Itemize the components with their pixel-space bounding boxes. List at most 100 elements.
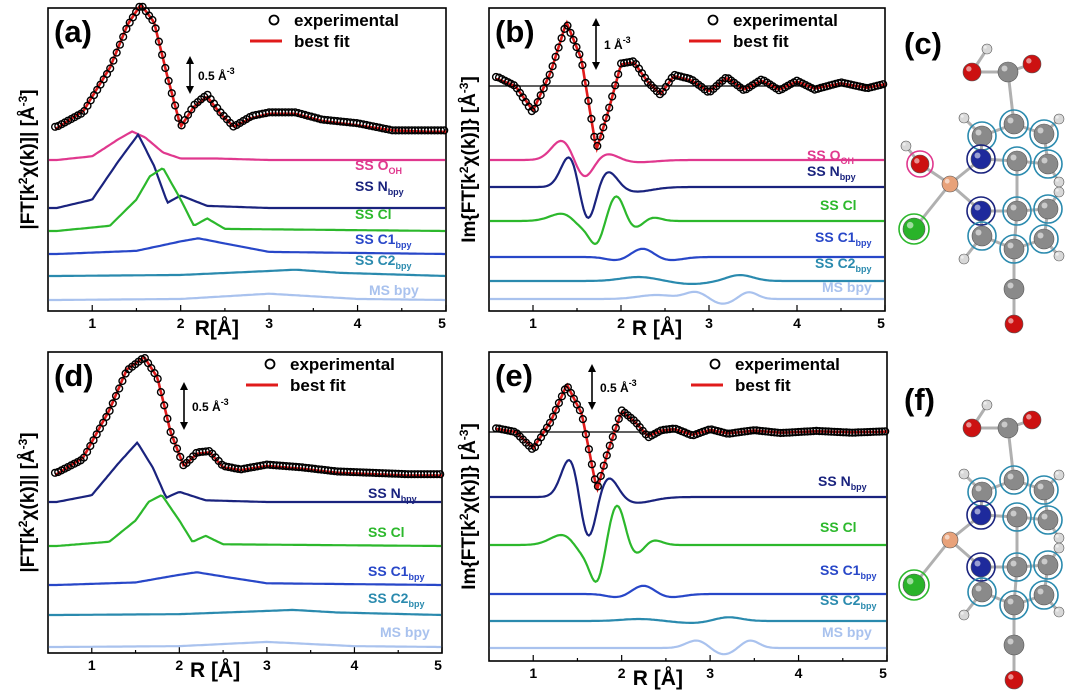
atom-highlight-ring xyxy=(966,144,996,174)
atom-highlight-ring xyxy=(999,465,1029,495)
component-label-ss_cl: SS Cl xyxy=(368,524,405,540)
data-point-experimental xyxy=(662,425,671,434)
data-point-experimental xyxy=(800,427,809,436)
data-point-experimental xyxy=(118,376,127,386)
data-point-experimental xyxy=(622,58,632,67)
data-point-experimental xyxy=(665,425,674,434)
x-axis-label: R [Å] xyxy=(632,316,682,340)
atom-c xyxy=(1003,469,1025,491)
atom-h xyxy=(958,112,970,124)
data-point-experimental xyxy=(581,78,590,88)
y-axis-label: |FT[k2χ(k)]| [Å-3] xyxy=(16,89,39,229)
data-point-experimental xyxy=(854,428,863,437)
atom-highlight-ring xyxy=(1033,149,1063,179)
molecule-panel-label: (c) xyxy=(904,26,942,61)
atom-shine xyxy=(1055,471,1059,475)
data-point-experimental xyxy=(108,399,117,408)
component-label-ss_c1bpy: SS C1bpy xyxy=(815,229,871,248)
atom-highlight-ring xyxy=(999,234,1029,264)
x-tick-label: 1 xyxy=(529,315,537,331)
data-point-experimental xyxy=(575,406,585,415)
series-ss_c1bpy xyxy=(489,584,887,599)
atom-shine xyxy=(1008,674,1014,680)
legend-experimental-label: experimental xyxy=(735,355,840,374)
legend-experimental-marker xyxy=(709,358,721,370)
atom-c xyxy=(1037,198,1059,220)
data-point-experimental xyxy=(861,83,870,92)
data-point-experimental xyxy=(593,141,602,151)
data-point-experimental xyxy=(545,418,555,427)
atom-c xyxy=(997,61,1019,83)
atom-shine xyxy=(1010,510,1017,517)
panel-label: (a) xyxy=(54,14,92,49)
atom-shine xyxy=(1041,157,1048,164)
component-label-ms_bpy: MS bpy xyxy=(822,624,872,640)
data-point-experimental xyxy=(833,427,842,437)
atom-highlight-ring xyxy=(1033,505,1063,535)
atom-shine xyxy=(983,401,987,405)
atom-highlight-ring xyxy=(1002,196,1032,226)
atom-c xyxy=(1006,506,1028,528)
atom-shine xyxy=(1037,483,1044,490)
scale-arrow-down xyxy=(588,402,596,410)
atom-c xyxy=(1037,153,1059,175)
data-point-experimental xyxy=(166,427,175,437)
x-tick-label: 4 xyxy=(354,315,362,331)
data-point-experimental xyxy=(752,426,761,435)
atom-shine xyxy=(914,158,920,164)
atom-c xyxy=(1006,200,1028,222)
data-point-experimental xyxy=(785,428,794,437)
data-point-experimental xyxy=(743,427,752,436)
data-point-experimental xyxy=(563,21,572,30)
data-point-experimental xyxy=(824,427,833,436)
scale-label: 1 Å-3 xyxy=(604,35,631,52)
atom-shine xyxy=(960,611,964,615)
atom-h xyxy=(1053,532,1065,544)
data-point-experimental xyxy=(590,475,600,484)
data-point-experimental xyxy=(737,427,746,437)
data-point-experimental xyxy=(761,427,770,436)
series-ms_bpy xyxy=(48,640,442,649)
series-ss_c1bpy xyxy=(48,571,442,587)
data-point-experimental xyxy=(704,425,713,434)
data-point-experimental xyxy=(755,426,764,435)
atom-highlight-ring xyxy=(999,590,1029,620)
data-point-experimental xyxy=(578,60,587,70)
atom-shine xyxy=(1041,513,1048,520)
data-point-experimental xyxy=(614,70,623,79)
atom-shine xyxy=(1010,154,1017,161)
data-point-experimental xyxy=(176,452,185,462)
panel-b: 1 2 3 4 5R [Å]Im{FT[k2χ(k)]} [Å-3](b)SS OOHS… xyxy=(457,7,888,340)
data-point-experimental xyxy=(557,34,566,43)
atom-highlight-ring xyxy=(1002,146,1032,176)
x-axis-label: R [Å] xyxy=(190,658,240,682)
data-point-experimental xyxy=(572,42,581,52)
panel-d: 1 2 3 4 5 R [Å] |FT[k2χ(k)]| [Å-3] (d) SS Nbpy SS… xyxy=(16,351,445,682)
data-point-experimental xyxy=(135,2,144,11)
data-point-experimental xyxy=(842,428,851,437)
scale-label: 0.5 Å-3 xyxy=(198,66,235,83)
atom-c xyxy=(971,125,993,147)
data-point-experimental xyxy=(869,427,878,436)
atom-o xyxy=(1022,54,1042,74)
atom-n xyxy=(970,504,992,526)
data-point-experimental xyxy=(536,91,545,100)
atom-shine xyxy=(1007,282,1014,289)
data-point-experimental xyxy=(440,126,449,135)
atom-shine xyxy=(1041,558,1048,565)
x-tick-label: 4 xyxy=(793,315,801,331)
series-ss_nbpy xyxy=(489,156,885,220)
plot-frame xyxy=(47,351,443,654)
legend-experimental-marker xyxy=(268,14,280,26)
atom-h xyxy=(981,399,993,411)
data-point-experimental xyxy=(105,406,114,416)
data-point-experimental xyxy=(551,52,560,61)
component-label-ss_c2bpy: SS C2bpy xyxy=(815,255,871,274)
data-point-experimental xyxy=(602,113,611,123)
atom-c xyxy=(997,417,1019,439)
data-point-experimental xyxy=(818,427,827,436)
data-point-experimental xyxy=(542,77,551,86)
atom-shine xyxy=(944,178,950,184)
atom-o xyxy=(1022,410,1042,430)
